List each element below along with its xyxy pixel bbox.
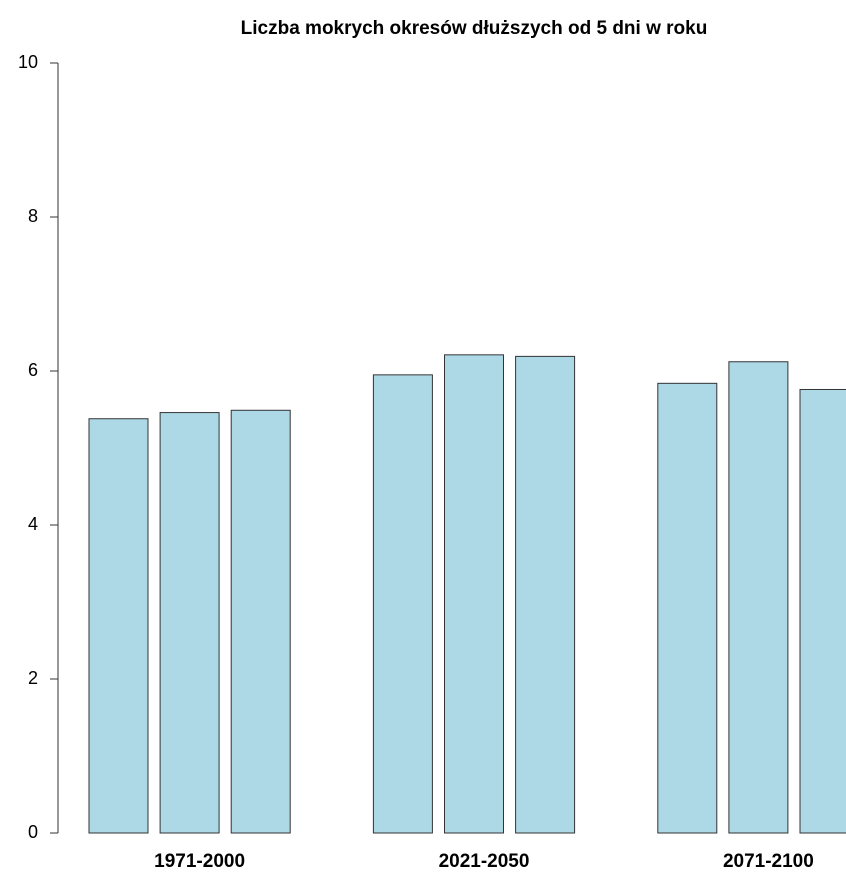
y-tick-label: 2 [28, 668, 38, 688]
y-tick-label: 6 [28, 360, 38, 380]
bar [799, 388, 846, 834]
bar [88, 418, 149, 834]
bar [657, 382, 718, 834]
x-tick-label: 1971-2000 [154, 851, 245, 872]
chart-title: Liczba mokrych okresów dłuższych od 5 dn… [241, 18, 708, 39]
x-tick-label: 2071-2100 [723, 851, 814, 872]
bar [444, 354, 504, 834]
x-tick-label: 2021-2050 [439, 851, 530, 872]
bar [372, 374, 433, 834]
bar [728, 361, 789, 834]
y-tick-label: 4 [28, 514, 38, 534]
y-tick-label: 8 [28, 206, 38, 226]
y-tick-label: 10 [18, 52, 38, 72]
bar [230, 409, 291, 834]
bar [159, 412, 220, 834]
bar [515, 355, 576, 834]
y-tick-label: 0 [28, 822, 38, 842]
